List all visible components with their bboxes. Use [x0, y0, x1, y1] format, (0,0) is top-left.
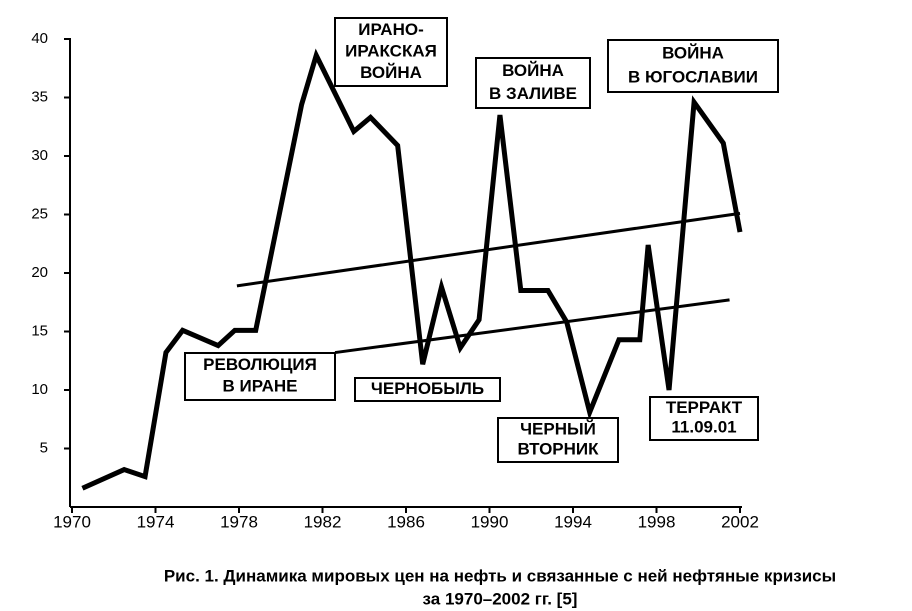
annotation-text: РЕВОЛЮЦИЯ: [203, 355, 317, 374]
caption: Рис. 1. Динамика мировых цен на нефть и …: [164, 566, 836, 585]
annotation-text: ВОЙНА: [502, 61, 564, 80]
x-tick-label: 1994: [554, 512, 592, 531]
annotation-box: [334, 17, 448, 87]
y-tick-label: 20: [31, 264, 48, 281]
price-line: [81, 48, 743, 491]
x-tick-label: 2002: [721, 512, 759, 531]
trend-line: [334, 298, 730, 355]
annotation-text: ВОЙНА: [662, 43, 724, 62]
y-tick-label: 40: [31, 30, 48, 47]
annotation-box: [497, 417, 619, 463]
y-tick-label: 30: [31, 147, 48, 164]
annotation-box: [607, 39, 779, 93]
annotation-text: 11.09.01: [671, 418, 736, 437]
annotation-text: ЧЕРНОБЫЛЬ: [371, 379, 484, 398]
annotation-text: В ИРАНЕ: [223, 377, 298, 396]
annotation-text: ВТОРНИК: [517, 439, 599, 458]
annotation-text: ТЕРРАКТ: [666, 398, 743, 417]
y-tick-label: 15: [31, 322, 48, 339]
annotation-box: [475, 57, 591, 109]
x-tick-label: 1990: [471, 512, 509, 531]
annotation-text: В ЗАЛИВЕ: [489, 84, 577, 103]
annotation-box: [649, 396, 759, 441]
annotation-box: [354, 377, 501, 402]
y-tick-label: 25: [31, 205, 48, 222]
y-tick-label: 35: [31, 88, 48, 105]
x-tick-label: 1978: [220, 512, 258, 531]
y-tick-label: 10: [31, 381, 48, 398]
x-tick-label: 1970: [53, 512, 91, 531]
annotation-text: В ЮГОСЛАВИИ: [628, 67, 758, 86]
annotation-text: ЧЕРНЫЙ: [520, 419, 596, 438]
annotation-text: ИРАКСКАЯ: [345, 41, 437, 60]
annotation-text: ВОЙНА: [360, 63, 422, 82]
annotation-text: ИРАНО-: [358, 20, 424, 39]
x-tick-label: 1974: [137, 512, 175, 531]
y-tick-label: 5: [40, 439, 48, 456]
x-tick-label: 1982: [304, 512, 342, 531]
x-tick-label: 1986: [387, 512, 425, 531]
caption: за 1970–2002 гг. [5]: [423, 589, 578, 608]
x-tick-label: 1998: [638, 512, 676, 531]
annotation-box: [184, 352, 336, 401]
